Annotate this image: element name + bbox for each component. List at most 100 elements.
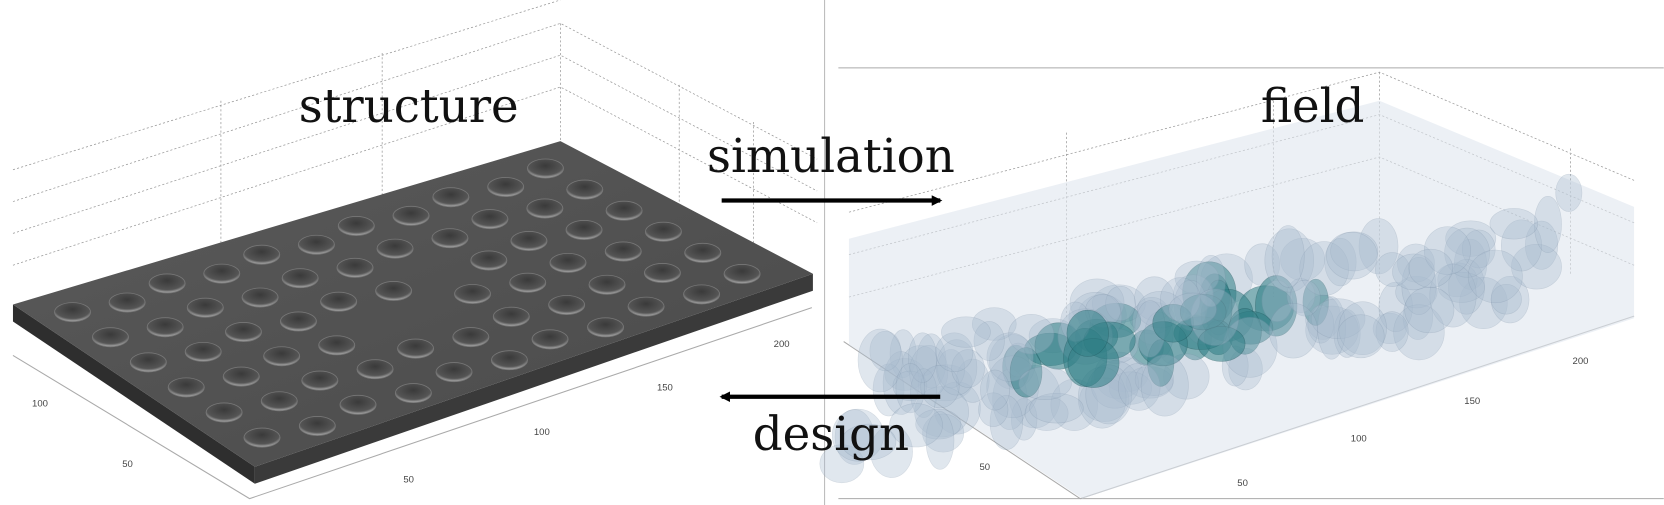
hole — [91, 327, 129, 348]
field-blob — [889, 329, 917, 378]
hole — [509, 272, 547, 293]
hole — [392, 205, 430, 226]
design-label: design — [753, 408, 909, 462]
field-blob — [1197, 325, 1246, 362]
hole — [431, 228, 469, 249]
field-blob — [915, 408, 962, 440]
hole — [241, 287, 279, 308]
field-blob — [908, 332, 938, 383]
hole — [526, 198, 564, 219]
axis-frame — [12, 307, 813, 500]
hole — [337, 216, 375, 236]
field-panel — [819, 67, 1664, 500]
hole — [356, 359, 394, 380]
field-blob — [1408, 248, 1454, 288]
hole — [510, 231, 548, 252]
hole — [605, 200, 643, 221]
tick-label: 100 — [534, 427, 550, 438]
field-blob — [1401, 257, 1437, 315]
plate-side — [12, 304, 255, 484]
hole — [184, 341, 222, 362]
hole — [108, 292, 146, 313]
axis-grid — [12, 0, 818, 266]
hole — [643, 262, 681, 283]
field-blob — [902, 345, 938, 377]
field-blob — [1190, 288, 1240, 346]
field-blob — [935, 332, 974, 373]
field-blob — [1395, 276, 1438, 309]
hole — [394, 383, 432, 404]
structure-panel — [12, 0, 818, 500]
hole — [627, 296, 665, 317]
hole — [336, 257, 374, 278]
hole — [54, 302, 91, 323]
hole — [432, 187, 470, 208]
field-blob — [1462, 229, 1496, 269]
field-blob — [1555, 173, 1583, 212]
tick-label: 100 — [1351, 433, 1367, 444]
hole — [260, 391, 298, 412]
field-blob — [1375, 252, 1410, 287]
field-blob — [955, 358, 990, 403]
field-blob — [1437, 262, 1478, 298]
field-blob — [937, 349, 966, 389]
field-blob — [841, 423, 897, 461]
hole — [263, 346, 301, 367]
plate-front — [254, 273, 813, 484]
field-blob — [1105, 285, 1136, 322]
field-blob — [1024, 395, 1069, 431]
field-blob — [1453, 238, 1488, 290]
hole — [298, 415, 336, 436]
tick-label: 200 — [774, 339, 790, 350]
field-blob — [1333, 309, 1361, 358]
field-blob — [1009, 347, 1043, 398]
field-blob — [1358, 218, 1399, 275]
field-blob — [889, 403, 943, 448]
field-blob — [1467, 249, 1523, 304]
field-blob — [834, 409, 875, 465]
tick-label: 200 — [1573, 356, 1589, 367]
hole — [397, 338, 435, 359]
field-blob — [1311, 298, 1366, 340]
field-blob — [1066, 309, 1109, 357]
field-blob — [1448, 259, 1485, 315]
hole — [548, 295, 586, 316]
field-blob — [925, 411, 955, 470]
hole — [205, 402, 243, 423]
hole — [243, 244, 281, 265]
field-blob — [1402, 292, 1434, 340]
field-blob — [1392, 253, 1436, 291]
hole — [148, 273, 186, 294]
hole — [492, 306, 530, 327]
field-blob — [1268, 302, 1318, 359]
hole — [526, 158, 564, 179]
field-blob — [884, 358, 926, 391]
field-blob — [1525, 220, 1559, 270]
field-blob — [1018, 366, 1072, 400]
hole — [318, 335, 356, 356]
field-blob — [951, 349, 985, 388]
field-blob — [971, 307, 1017, 341]
hole — [301, 370, 339, 391]
hole — [243, 427, 281, 448]
field-blob — [1008, 313, 1055, 355]
hole — [222, 366, 260, 387]
hole — [587, 317, 624, 338]
field-blob — [980, 369, 1010, 411]
field-blob — [1375, 311, 1409, 352]
field-blob — [1445, 220, 1497, 257]
hole — [644, 221, 682, 242]
hole — [531, 329, 569, 350]
field-blob — [941, 316, 991, 348]
hole — [471, 209, 509, 230]
field-blob — [1326, 231, 1378, 280]
field-blob — [936, 339, 978, 396]
field-blob — [892, 370, 928, 402]
field-blob — [1429, 263, 1477, 328]
hole — [452, 327, 490, 348]
hole — [339, 394, 377, 415]
hole — [320, 291, 358, 312]
field-blob — [1264, 228, 1315, 293]
hole — [129, 352, 167, 373]
